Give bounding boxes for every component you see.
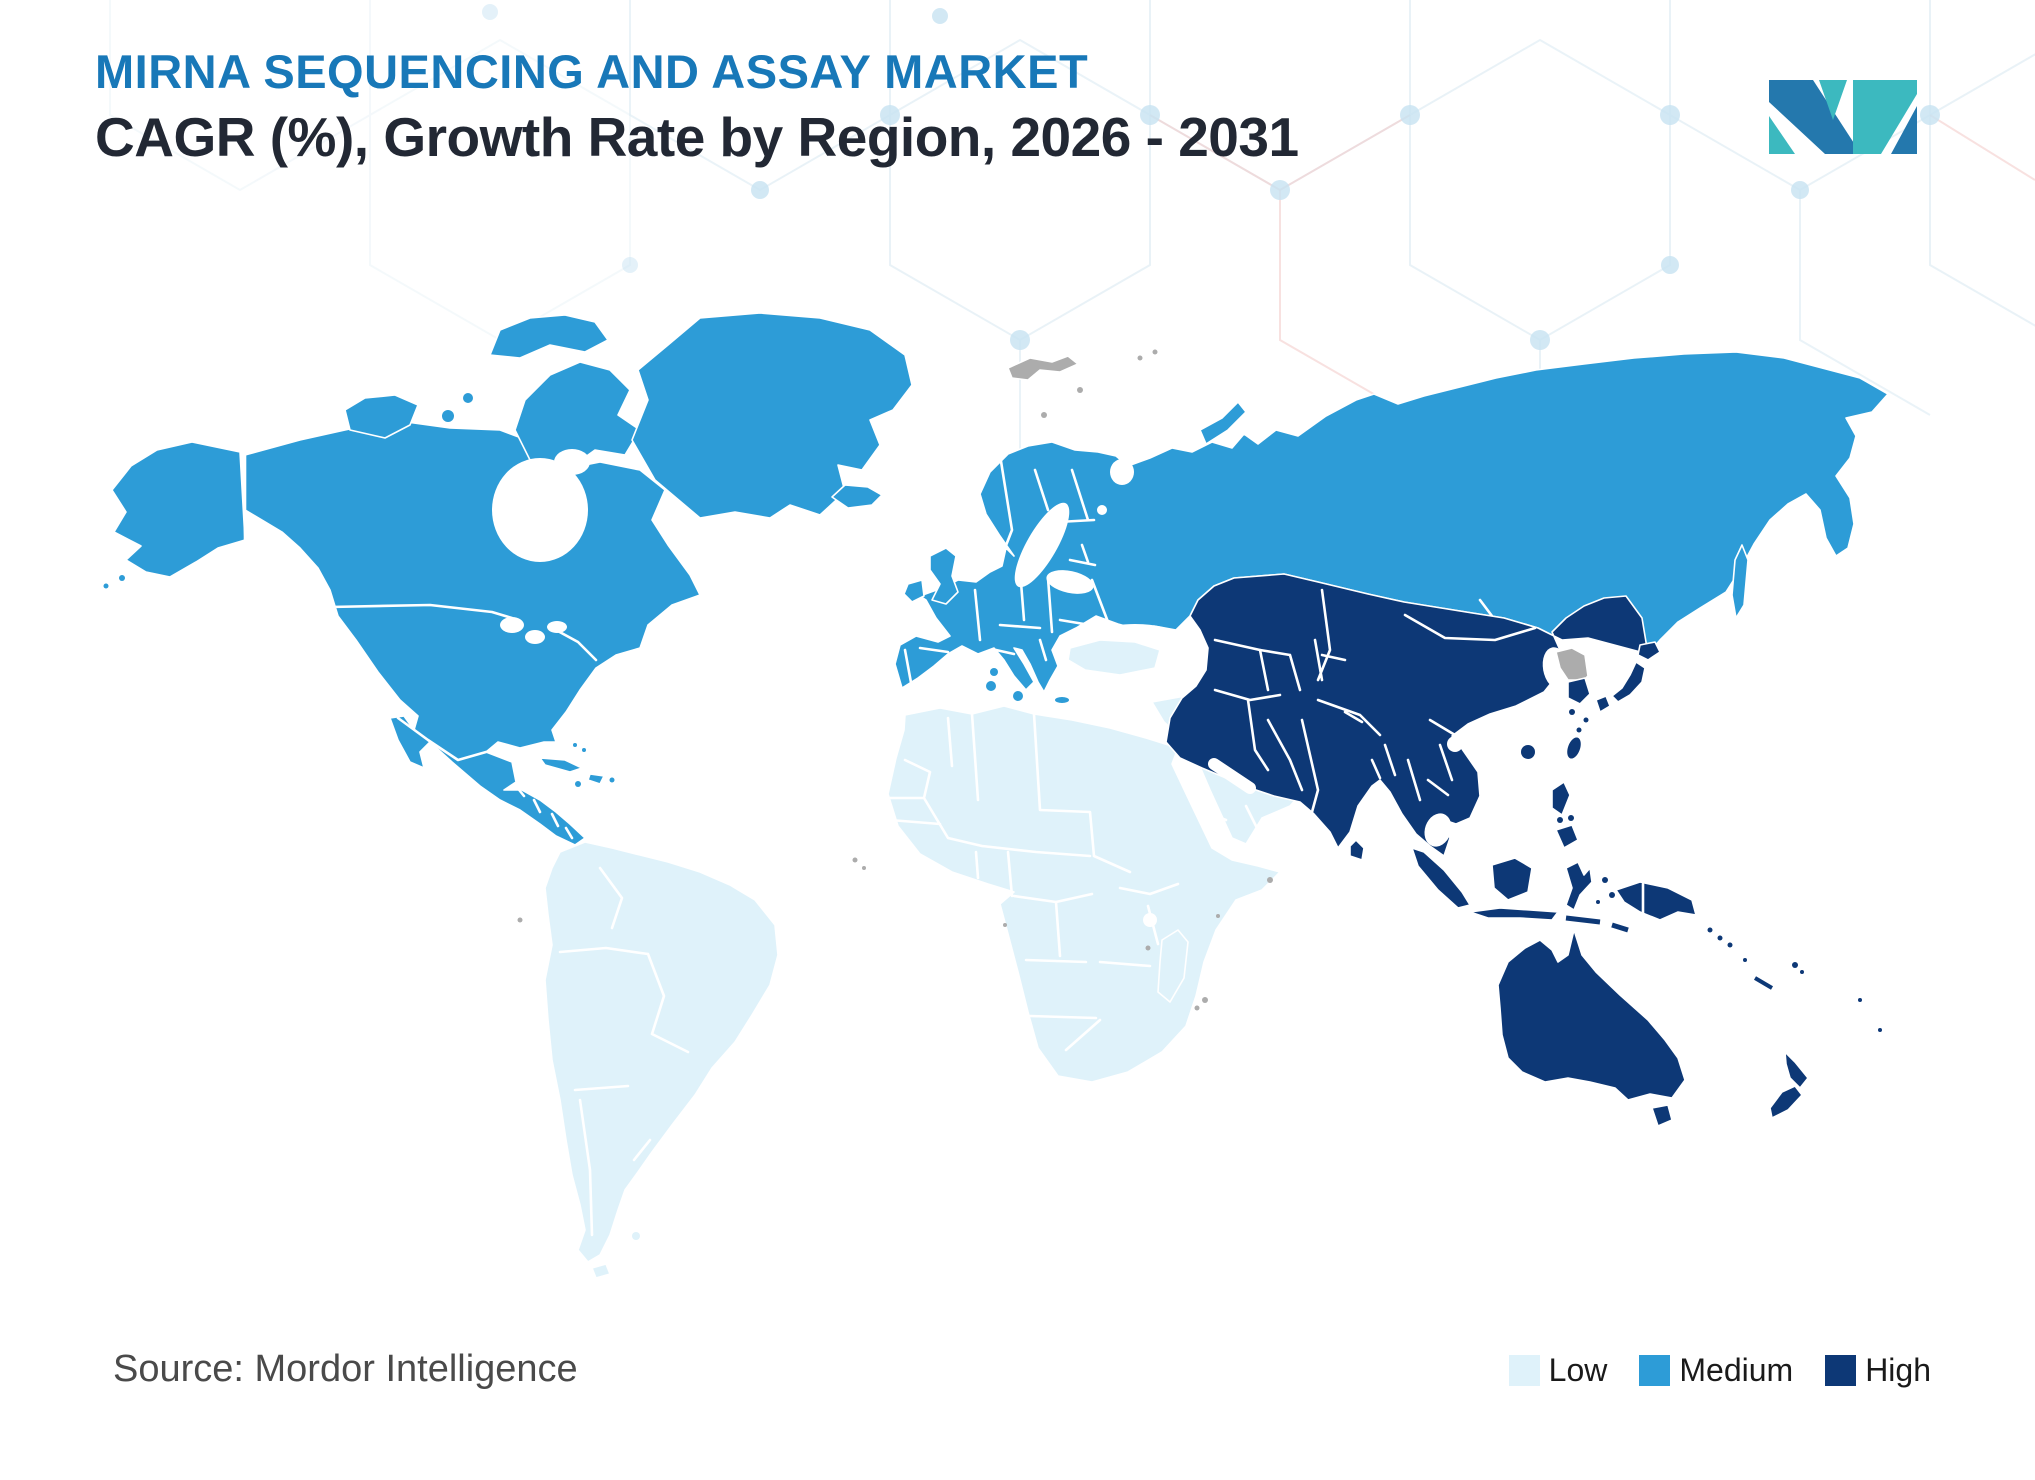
gulf-of-thailand — [1424, 813, 1452, 847]
iceland — [831, 484, 883, 509]
crete — [1055, 697, 1069, 703]
fiji — [1792, 962, 1798, 968]
great-lakes — [500, 617, 524, 633]
turkey — [1067, 639, 1161, 676]
region-unclassified — [1007, 349, 1158, 418]
tierra-del-fuego — [591, 1263, 611, 1279]
timor — [1611, 922, 1629, 933]
borneo — [1491, 857, 1533, 901]
sea-of-okhotsk — [1766, 508, 1814, 572]
japan-honshu — [1611, 661, 1646, 703]
comoros — [1145, 945, 1151, 951]
australia — [1497, 929, 1686, 1101]
page-subtitle: CAGR (%), Growth Rate by Region, 2026 - … — [95, 106, 1299, 168]
legend-item-medium: Medium — [1639, 1352, 1793, 1389]
svalbard — [1007, 355, 1079, 381]
ireland — [903, 579, 925, 603]
legend-swatch-low — [1508, 1355, 1540, 1386]
victoria-island — [344, 394, 419, 439]
falkland-islands — [632, 1232, 640, 1240]
madagascar — [1157, 929, 1189, 1003]
sri-lanka — [1349, 839, 1365, 861]
new-zealand-south — [1769, 1085, 1803, 1119]
legend-item-low: Low — [1508, 1352, 1608, 1389]
socotra — [1267, 877, 1273, 883]
seychelles — [1216, 914, 1220, 918]
new-zealand-north — [1784, 1051, 1809, 1089]
region-south-america — [517, 841, 779, 1279]
land-asia-mainland — [1165, 573, 1649, 857]
page-title: MIRNA SEQUENCING AND ASSAY MARKET — [95, 45, 1089, 98]
tasmania — [1651, 1104, 1673, 1127]
us-canada-border — [243, 453, 598, 662]
north-korea — [1555, 647, 1589, 681]
land-alaska — [111, 441, 246, 578]
region-asia-pacific — [1165, 573, 1882, 1127]
cape-verde — [852, 857, 858, 863]
sulawesi — [1565, 861, 1593, 911]
japan-kyushu — [1595, 695, 1611, 713]
solomon-islands — [1707, 927, 1713, 933]
header: MIRNA SEQUENCING AND ASSAY MARKET CAGR (… — [95, 44, 1299, 169]
philippines-mindanao — [1555, 824, 1579, 849]
legend-label-low: Low — [1548, 1352, 1608, 1388]
sardinia — [986, 681, 996, 691]
vanuatu — [1743, 958, 1747, 962]
franz-josef-land — [1137, 355, 1143, 361]
corsica — [990, 668, 998, 676]
source-attribution: Source: Mordor Intelligence — [113, 1348, 578, 1390]
south-korea — [1567, 677, 1591, 705]
novaya-zemlya — [1199, 401, 1247, 445]
gulf-of-tonkin — [1447, 736, 1463, 752]
jamaica — [575, 781, 581, 787]
sumatra — [1411, 847, 1471, 909]
sakhalin — [1731, 544, 1749, 619]
baltic-sea — [1014, 502, 1070, 588]
asia-country-borders — [1213, 588, 1537, 814]
greenland — [631, 312, 913, 519]
japan-hokkaido — [1637, 641, 1661, 661]
legend-swatch-medium — [1639, 1355, 1671, 1386]
land-europe-russia — [894, 351, 1889, 693]
legend-swatch-high — [1825, 1355, 1857, 1386]
hudson-bay — [492, 458, 588, 562]
hainan — [1521, 745, 1535, 759]
central-america-borders — [514, 784, 574, 840]
land-south-america — [544, 841, 779, 1263]
legend: Low Medium High — [1491, 1352, 1931, 1389]
africa-country-borders — [886, 712, 1180, 1052]
java — [1469, 907, 1559, 921]
europe-country-borders — [903, 453, 1110, 690]
south-america-borders — [558, 866, 690, 1237]
great-britain — [929, 547, 959, 605]
legend-label-medium: Medium — [1679, 1352, 1794, 1388]
lesser-sunda — [1565, 915, 1601, 925]
persian-gulf — [1208, 758, 1256, 794]
new-caledonia — [1753, 976, 1774, 990]
white-sea — [1110, 459, 1134, 485]
taiwan — [1567, 737, 1581, 759]
hispaniola — [587, 773, 605, 785]
new-guinea — [1615, 881, 1697, 921]
jeju — [1569, 709, 1575, 715]
galapagos — [517, 917, 523, 923]
cuba — [539, 757, 583, 773]
land-africa — [887, 705, 1281, 1083]
us-mexico-border — [396, 716, 488, 762]
legend-label-high: High — [1865, 1352, 1931, 1388]
region-north-america — [103, 312, 913, 846]
land-canada-usa-mexico — [244, 419, 701, 846]
mauritius — [1202, 997, 1208, 1003]
lake-victoria — [1143, 913, 1157, 927]
legend-item-high: High — [1825, 1352, 1931, 1389]
lake-ladoga — [1097, 505, 1107, 515]
philippines-luzon — [1551, 781, 1571, 816]
aleutian-islands — [119, 575, 125, 581]
sicily — [1013, 691, 1023, 701]
mordor-intelligence-logo-icon — [1769, 80, 1917, 154]
ellesmere-island — [489, 314, 609, 359]
